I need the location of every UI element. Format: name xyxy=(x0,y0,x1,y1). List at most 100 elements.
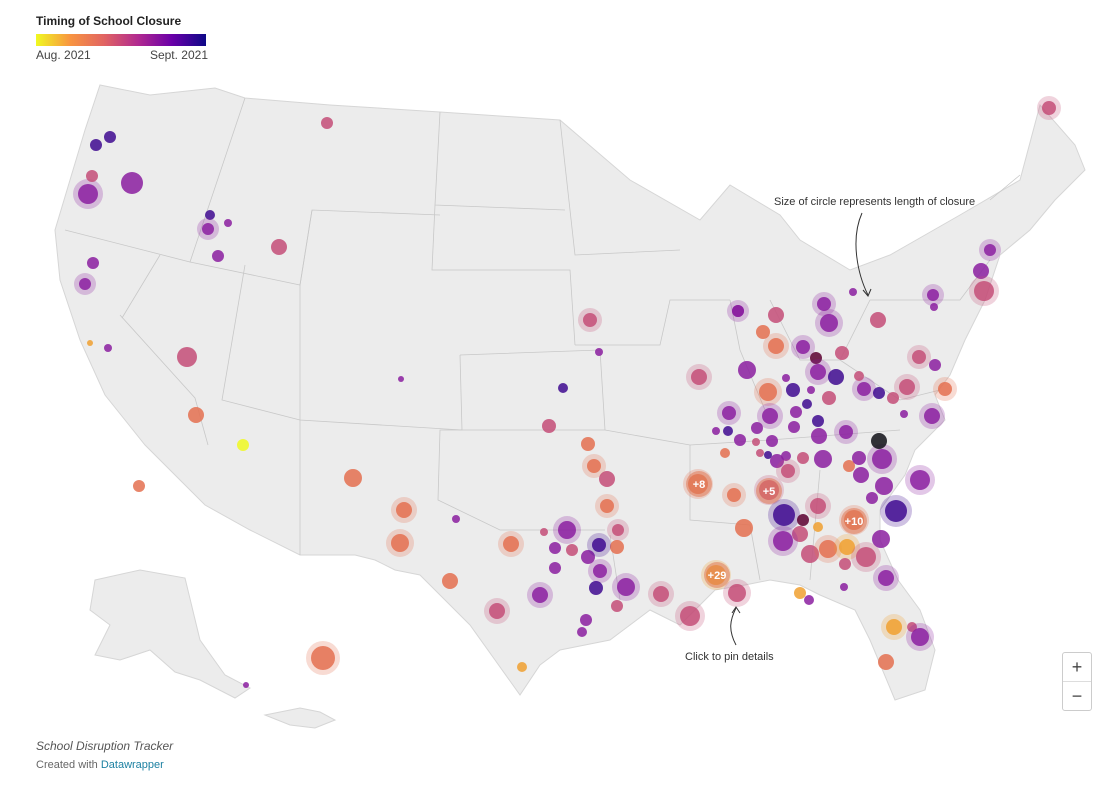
closure-bubble[interactable] xyxy=(79,278,91,290)
cluster-halo[interactable] xyxy=(686,471,712,497)
closure-bubble[interactable] xyxy=(202,223,214,235)
closure-bubble[interactable] xyxy=(872,449,892,469)
closure-bubble[interactable] xyxy=(911,628,929,646)
closure-bubble[interactable] xyxy=(86,170,98,182)
closure-bubble[interactable] xyxy=(734,434,746,446)
closure-bubble[interactable] xyxy=(738,361,756,379)
closure-bubble[interactable] xyxy=(205,210,215,220)
closure-bubble[interactable] xyxy=(442,573,458,589)
closure-bubble[interactable] xyxy=(984,244,996,256)
closure-bubble[interactable] xyxy=(583,313,597,327)
closure-bubble[interactable] xyxy=(212,250,224,262)
closure-bubble[interactable] xyxy=(759,383,777,401)
closure-bubble[interactable] xyxy=(653,586,669,602)
closure-bubble[interactable] xyxy=(532,587,548,603)
closure-bubble[interactable] xyxy=(804,595,814,605)
closure-bubble[interactable] xyxy=(768,307,784,323)
closure-bubble[interactable] xyxy=(813,522,823,532)
closure-bubble[interactable] xyxy=(792,526,808,542)
closure-bubble[interactable] xyxy=(852,451,866,465)
closure-bubble[interactable] xyxy=(840,583,848,591)
closure-bubble[interactable] xyxy=(344,469,362,487)
closure-bubble[interactable] xyxy=(592,538,606,552)
closure-bubble[interactable] xyxy=(87,257,99,269)
closure-bubble[interactable] xyxy=(899,379,915,395)
closure-bubble[interactable] xyxy=(558,521,576,539)
closure-bubble[interactable] xyxy=(790,406,802,418)
closure-bubble[interactable] xyxy=(773,531,793,551)
closure-bubble[interactable] xyxy=(224,219,232,227)
closure-bubble[interactable] xyxy=(90,139,102,151)
closure-bubble[interactable] xyxy=(587,459,601,473)
closure-bubble[interactable] xyxy=(766,435,778,447)
closure-bubble[interactable] xyxy=(237,439,249,451)
closure-bubble[interactable] xyxy=(794,587,806,599)
closure-bubble[interactable] xyxy=(797,514,809,526)
closure-bubble[interactable] xyxy=(577,627,587,637)
closure-bubble[interactable] xyxy=(872,530,890,548)
closure-bubble[interactable] xyxy=(549,562,561,574)
closure-bubble[interactable] xyxy=(781,464,795,478)
closure-bubble[interactable] xyxy=(549,542,561,554)
closure-bubble[interactable] xyxy=(819,540,837,558)
closure-bubble[interactable] xyxy=(853,467,869,483)
closure-bubble[interactable] xyxy=(854,371,864,381)
closure-bubble[interactable] xyxy=(751,422,763,434)
closure-bubble[interactable] xyxy=(722,406,736,420)
closure-bubble[interactable] xyxy=(810,498,826,514)
closure-bubble[interactable] xyxy=(839,425,853,439)
closure-bubble[interactable] xyxy=(566,544,578,556)
closure-bubble[interactable] xyxy=(680,606,700,626)
closure-bubble[interactable] xyxy=(756,449,764,457)
closure-bubble[interactable] xyxy=(814,450,832,468)
closure-bubble[interactable] xyxy=(828,369,844,385)
closure-bubble[interactable] xyxy=(542,419,556,433)
closure-bubbles[interactable] xyxy=(73,96,1061,688)
closure-bubble[interactable] xyxy=(612,524,624,536)
closure-bubble[interactable] xyxy=(886,619,902,635)
closure-bubble[interactable] xyxy=(802,399,812,409)
closure-bubble[interactable] xyxy=(452,515,460,523)
zoom-in-button[interactable]: + xyxy=(1071,656,1083,677)
closure-bubble[interactable] xyxy=(540,528,548,536)
closure-bubble[interactable] xyxy=(811,428,827,444)
closure-bubble[interactable] xyxy=(720,448,730,458)
closure-bubble[interactable] xyxy=(857,382,871,396)
closure-bubble[interactable] xyxy=(610,540,624,554)
closure-bubble[interactable] xyxy=(822,391,836,405)
closure-bubble[interactable] xyxy=(812,415,824,427)
closure-bubble[interactable] xyxy=(752,438,760,446)
closure-bubble[interactable] xyxy=(870,312,886,328)
closure-bubble[interactable] xyxy=(843,460,855,472)
closure-bubble[interactable] xyxy=(188,407,204,423)
closure-bubble[interactable] xyxy=(396,502,412,518)
closure-bubble[interactable] xyxy=(878,654,894,670)
closure-bubble[interactable] xyxy=(810,352,822,364)
closure-bubble[interactable] xyxy=(885,500,907,522)
closure-bubble[interactable] xyxy=(974,281,994,301)
datawrapper-link[interactable]: Datawrapper xyxy=(100,759,164,771)
closure-bubble[interactable] xyxy=(856,547,876,567)
closure-bubble[interactable] xyxy=(849,288,857,296)
closure-bubble[interactable] xyxy=(924,408,940,424)
closure-bubble[interactable] xyxy=(321,117,333,129)
closure-bubble[interactable] xyxy=(599,471,615,487)
closure-bubble[interactable] xyxy=(503,536,519,552)
closure-bubble[interactable] xyxy=(489,603,505,619)
closure-bubble[interactable] xyxy=(927,289,939,301)
closure-bubble[interactable] xyxy=(104,131,116,143)
closure-bubble[interactable] xyxy=(871,433,887,449)
closure-bubble[interactable] xyxy=(617,578,635,596)
closure-bubble[interactable] xyxy=(764,451,772,459)
closure-bubble[interactable] xyxy=(866,492,878,504)
cluster-halo[interactable] xyxy=(704,562,730,588)
closure-bubble[interactable] xyxy=(910,470,930,490)
closure-bubble[interactable] xyxy=(133,480,145,492)
closure-bubble[interactable] xyxy=(938,382,952,396)
closure-bubble[interactable] xyxy=(580,614,592,626)
closure-bubble[interactable] xyxy=(817,297,831,311)
closure-bubble[interactable] xyxy=(887,392,899,404)
closure-bubble[interactable] xyxy=(593,564,607,578)
closure-bubble[interactable] xyxy=(732,305,744,317)
